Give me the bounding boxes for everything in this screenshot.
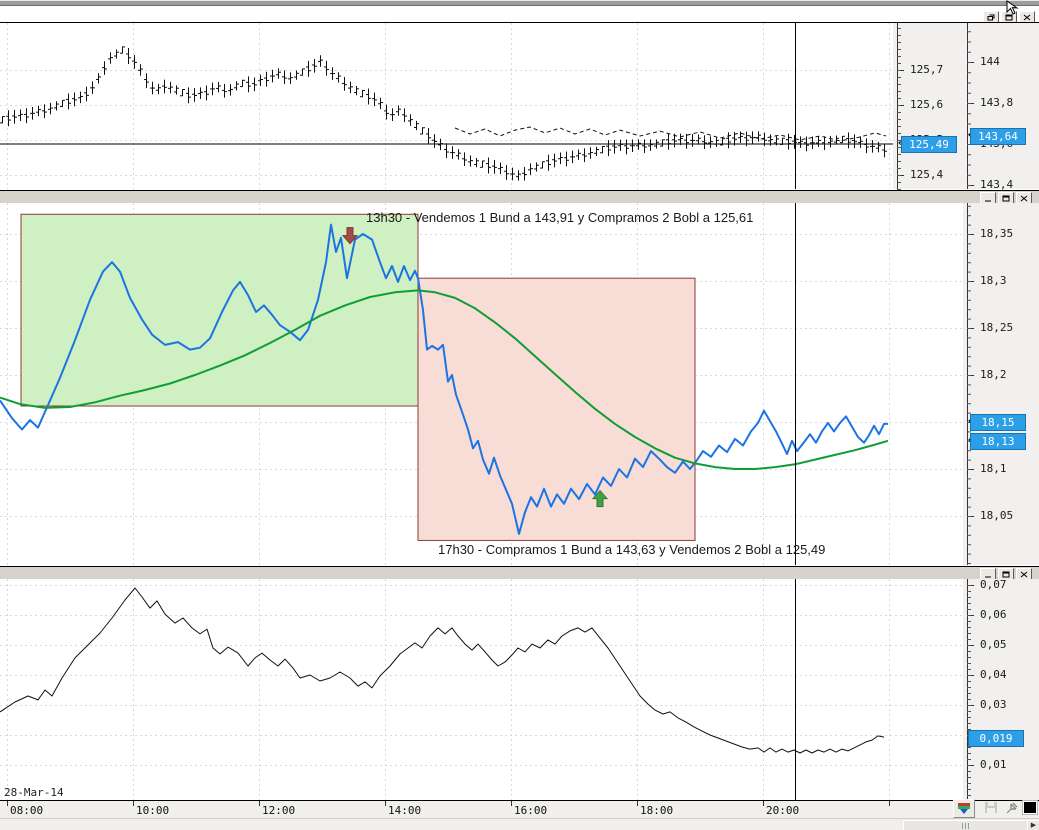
time-tick-label: 14:00 (388, 804, 422, 817)
horizontal-scrollbar[interactable]: ▶ (0, 818, 1039, 830)
panel-separator[interactable] (0, 566, 1039, 580)
instrument-chart-icon[interactable] (953, 799, 975, 818)
time-tick (511, 801, 512, 806)
buy-arrow-icon (591, 489, 609, 508)
spread-panel-axis (963, 203, 1039, 565)
short-zone-box (417, 277, 696, 541)
indicator-last-value-tag: 0,019 (968, 730, 1024, 747)
time-tick-label: 08:00 (10, 804, 44, 817)
indicator-pane-controls (980, 568, 1032, 581)
long-zone-box (20, 213, 419, 407)
time-tick (133, 801, 134, 806)
sell-trade-annotation: 13h30 - Vendemos 1 Bund a 143,91 y Compr… (366, 210, 754, 225)
sell-arrow-icon (341, 227, 359, 245)
time-tick-label: 10:00 (136, 804, 170, 817)
mouse-cursor-icon (1006, 0, 1019, 15)
time-tick-label: 16:00 (514, 804, 548, 817)
time-tick (763, 801, 764, 806)
spread-last-value-tag: 18,15 (970, 414, 1026, 431)
minimize-button[interactable] (980, 192, 996, 205)
bobl-last-price-tag: 125,49 (901, 135, 957, 153)
buy-trade-annotation: 17h30 - Compramos 1 Bund a 143,63 y Vend… (438, 542, 826, 557)
pin-icon[interactable] (1002, 799, 1022, 816)
panel-separator[interactable] (0, 190, 1039, 204)
ma-last-value-tag: 18,13 (970, 432, 1026, 450)
restore-button[interactable] (983, 11, 999, 24)
window-divider-bar (0, 0, 1039, 6)
black-square-icon[interactable] (1020, 799, 1039, 816)
date-label: 28-Mar-14 (4, 786, 64, 799)
scrollbar-thumb[interactable] (903, 820, 1028, 830)
time-tick-label: 12:00 (262, 804, 296, 817)
time-tick (385, 801, 386, 806)
time-tick (637, 801, 638, 806)
time-tick-label: 18:00 (640, 804, 674, 817)
scrollbar-right-arrow[interactable]: ▶ (1027, 820, 1039, 830)
bund-last-price-tag: 143,64 (970, 127, 1026, 145)
panel-border (0, 22, 1039, 23)
time-axis: 08:00 10:00 12:00 14:00 16:00 18:00 20:00 (0, 800, 1039, 819)
time-tick-label: 20:00 (766, 804, 800, 817)
time-tick (889, 801, 890, 806)
save-icon[interactable] (981, 799, 1001, 816)
price-panel-axes (893, 23, 1039, 189)
time-tick (7, 801, 8, 806)
ohlc-bars (0, 46, 887, 181)
time-tick (259, 801, 260, 806)
indicator-panel-axis (963, 579, 1039, 800)
